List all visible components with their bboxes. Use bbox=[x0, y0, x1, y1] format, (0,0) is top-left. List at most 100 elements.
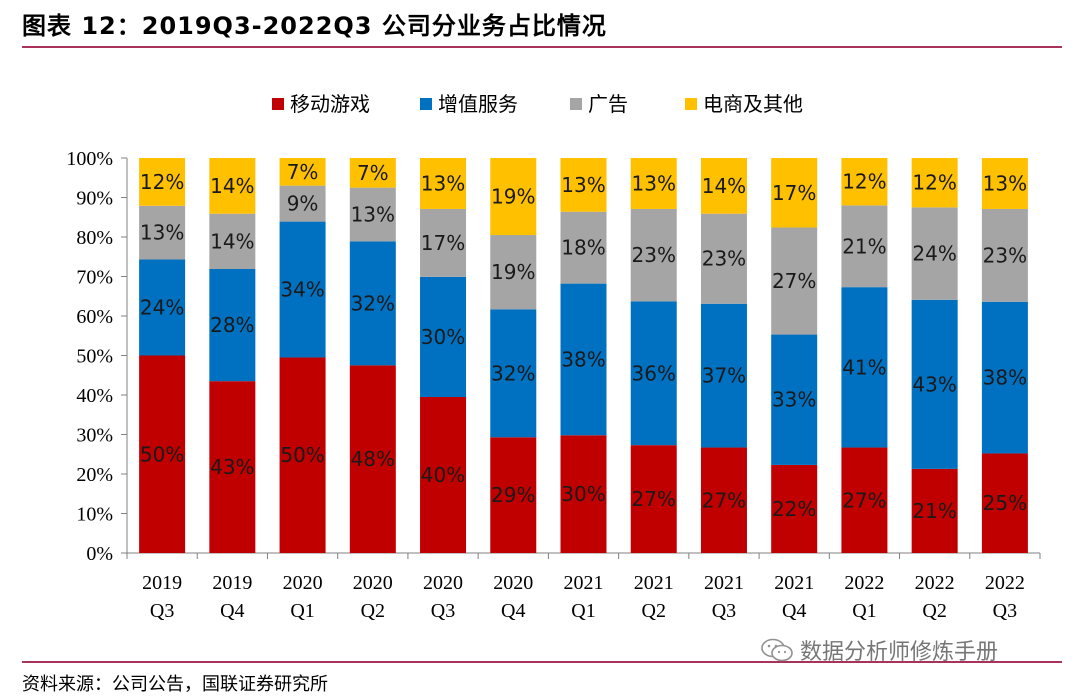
data-label-3-10: 27% bbox=[772, 269, 816, 293]
bar-3-12 bbox=[911, 207, 958, 300]
bar-2-9 bbox=[700, 303, 747, 448]
top-rule bbox=[22, 46, 1062, 48]
bar-3-4 bbox=[349, 187, 396, 242]
data-label-2-9: 37% bbox=[702, 364, 746, 388]
data-label-4-1: 12% bbox=[140, 170, 184, 194]
data-label-1-13: 25% bbox=[983, 491, 1027, 515]
legend-swatch-4 bbox=[685, 98, 697, 110]
bar-3-10 bbox=[771, 227, 818, 335]
data-label-2-3: 34% bbox=[280, 278, 324, 302]
bar-1-10 bbox=[771, 464, 818, 553]
legend-label-3: 广告 bbox=[588, 92, 628, 116]
data-label-3-9: 23% bbox=[702, 247, 746, 271]
data-label-2-6: 32% bbox=[491, 361, 535, 385]
data-label-2-2: 28% bbox=[210, 313, 254, 337]
bar-4-6 bbox=[490, 158, 537, 236]
bottom-rule bbox=[22, 661, 1062, 663]
bar-2-2 bbox=[209, 268, 256, 382]
bar-2-11 bbox=[841, 287, 888, 448]
watermark: 数据分析师修炼手册 bbox=[760, 634, 998, 666]
legend-swatch-2 bbox=[420, 98, 432, 110]
x-category-quarter: Q1 bbox=[852, 600, 876, 622]
wechat-icon bbox=[761, 638, 793, 662]
bar-2-5 bbox=[420, 276, 467, 397]
data-label-1-5: 40% bbox=[421, 463, 465, 487]
bar-4-10 bbox=[771, 158, 818, 228]
x-category-year: 2021 bbox=[634, 572, 674, 594]
bar-1-6 bbox=[490, 437, 537, 553]
bar-4-12 bbox=[911, 158, 958, 208]
y-tick-label: 90% bbox=[76, 188, 113, 210]
bar-3-11 bbox=[841, 205, 888, 288]
bar-4-4 bbox=[349, 158, 396, 188]
data-label-1-3: 50% bbox=[280, 443, 324, 467]
x-category-year: 2020 bbox=[493, 572, 533, 594]
data-label-3-4: 13% bbox=[351, 202, 395, 226]
data-label-1-9: 27% bbox=[702, 488, 746, 512]
bar-1-11 bbox=[841, 447, 888, 553]
data-label-1-2: 43% bbox=[210, 455, 254, 479]
data-label-1-12: 21% bbox=[912, 499, 956, 523]
x-category-year: 2021 bbox=[704, 572, 744, 594]
x-category-quarter: Q2 bbox=[361, 600, 385, 622]
data-label-3-5: 17% bbox=[421, 231, 465, 255]
bar-1-7 bbox=[560, 435, 607, 553]
bar-4-1 bbox=[139, 158, 186, 206]
bar-4-13 bbox=[981, 158, 1028, 209]
x-category-quarter: Q4 bbox=[220, 600, 244, 622]
x-category-year: 2021 bbox=[774, 572, 814, 594]
bar-1-1 bbox=[139, 355, 186, 553]
data-label-1-6: 29% bbox=[491, 483, 535, 507]
bar-3-9 bbox=[700, 213, 747, 304]
bar-4-11 bbox=[841, 158, 888, 206]
bar-4-3 bbox=[279, 158, 326, 186]
x-category-year: 2021 bbox=[564, 572, 604, 594]
y-tick-label: 60% bbox=[76, 306, 113, 328]
y-tick-label: 100% bbox=[66, 148, 113, 170]
bar-3-1 bbox=[139, 205, 186, 260]
bar-3-8 bbox=[630, 208, 677, 302]
bar-4-5 bbox=[420, 158, 467, 209]
bar-1-3 bbox=[279, 357, 326, 553]
data-label-3-3: 9% bbox=[287, 192, 319, 216]
y-tick-label: 0% bbox=[86, 543, 113, 565]
bar-2-12 bbox=[911, 299, 958, 469]
y-tick-label: 80% bbox=[76, 227, 113, 249]
legend-label-2: 增值服务 bbox=[438, 92, 518, 116]
data-label-4-6: 19% bbox=[491, 185, 535, 209]
stacked-bar-chart: 移动游戏 增值服务 广告 电商及其他 0% 10% 20% 30% 40% 50% 60% 70% 80… bbox=[66, 92, 1041, 622]
bar-1-5 bbox=[420, 396, 467, 553]
x-category-year: 2022 bbox=[985, 572, 1025, 594]
bar-4-7 bbox=[560, 158, 607, 212]
bar-4-2 bbox=[209, 158, 256, 214]
x-category-quarter: Q3 bbox=[150, 600, 174, 622]
x-category-year: 2020 bbox=[353, 572, 393, 594]
bar-2-1 bbox=[139, 259, 186, 356]
bar-1-9 bbox=[700, 447, 747, 553]
x-category-quarter: Q1 bbox=[290, 600, 314, 622]
legend-label-4: 电商及其他 bbox=[703, 92, 803, 116]
data-label-4-5: 13% bbox=[421, 171, 465, 195]
data-label-4-10: 17% bbox=[772, 181, 816, 205]
data-label-4-11: 12% bbox=[842, 170, 886, 194]
x-category-quarter: Q1 bbox=[571, 600, 595, 622]
data-label-3-11: 21% bbox=[842, 234, 886, 258]
data-label-4-13: 13% bbox=[983, 171, 1027, 195]
data-label-2-10: 33% bbox=[772, 388, 816, 412]
data-label-1-1: 50% bbox=[140, 442, 184, 466]
bar-2-3 bbox=[279, 221, 326, 358]
x-category-year: 2020 bbox=[283, 572, 323, 594]
source-note: 资料来源：公司公告，国联证券研究所 bbox=[22, 674, 328, 695]
bar-2-13 bbox=[981, 301, 1028, 454]
bar-2-10 bbox=[771, 334, 818, 465]
data-label-2-11: 41% bbox=[842, 355, 886, 379]
data-label-2-12: 43% bbox=[912, 372, 956, 396]
x-category-year: 2020 bbox=[423, 572, 463, 594]
data-label-3-12: 24% bbox=[912, 242, 956, 266]
chart-title: 图表 12：2019Q3-2022Q3 公司分业务占比情况 bbox=[22, 12, 607, 40]
x-category-year: 2019 bbox=[142, 572, 182, 594]
bar-1-8 bbox=[630, 445, 677, 553]
y-tick-label: 50% bbox=[76, 346, 113, 368]
data-label-4-3: 7% bbox=[287, 160, 319, 184]
x-category-quarter: Q3 bbox=[431, 600, 455, 622]
